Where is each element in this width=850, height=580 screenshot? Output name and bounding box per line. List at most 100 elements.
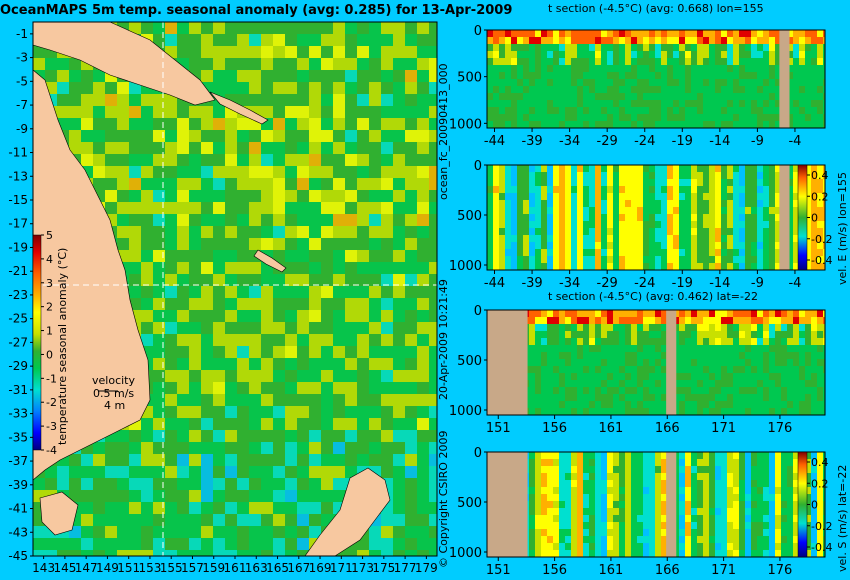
section-cell [655,543,661,550]
section-cell [619,79,625,86]
section-cell [625,228,631,235]
section-cell [673,107,679,114]
map-cell [165,418,177,430]
map-cell [165,34,177,46]
section-cell [721,459,727,466]
section-cell [523,79,529,86]
section-cell [625,515,631,522]
section-cell [613,387,619,394]
section-cell [541,165,547,172]
map-cell [273,190,285,202]
map-cell [273,346,285,358]
section-cell [607,408,613,415]
section-cell [697,380,703,387]
map-cell [189,358,201,370]
map-cell [153,286,165,298]
section-cell [775,529,781,536]
section-cell [697,179,703,186]
section-cell [757,373,763,380]
section-cell [547,235,553,242]
section-cell [721,501,727,508]
section-cell [625,214,631,221]
section-cell [709,487,715,494]
map-cell [393,466,405,478]
section-cell [763,317,769,324]
section-cell [559,452,565,459]
map-cell [369,430,381,442]
map-cell [201,466,213,478]
section-cell [691,100,697,107]
section-cell [487,193,493,200]
section-cell [613,338,619,345]
section-x-tick-label: -44 [484,276,505,291]
section-cell [739,114,745,121]
section-cell [505,242,511,249]
map-cell [153,166,165,178]
section-cell [649,501,655,508]
map-cell [153,34,165,46]
map-cell [177,538,189,550]
section-cell [655,79,661,86]
map-cell [381,334,393,346]
section-cell [541,221,547,228]
section-cell [757,186,763,193]
map-cell [189,106,201,118]
map-cell [357,166,369,178]
section-cell [817,401,823,408]
section-cell [721,30,727,37]
section-cell [499,93,505,100]
map-cell [249,262,261,274]
section-cell [535,373,541,380]
section-cell [595,401,601,408]
map-cell [333,250,345,262]
map-cell [93,502,105,514]
section-cell [547,522,553,529]
section-cell [727,331,733,338]
map-cell [213,46,225,58]
section-cell [769,408,775,415]
section-cell [589,221,595,228]
section-cell [529,37,535,44]
section-cell [499,228,505,235]
section-cell [631,529,637,536]
section-cell [697,480,703,487]
map-cell [273,142,285,154]
section-cell [595,51,601,58]
section-cell [511,65,517,72]
map-cell [249,238,261,250]
section-cell [607,494,613,501]
section-cell [631,200,637,207]
map-cell [405,94,417,106]
map-cell [201,130,213,142]
section-cell [715,256,721,263]
map-cell [429,454,437,466]
section-cell [559,459,565,466]
section-cell [757,452,763,459]
section-cell [565,172,571,179]
section-cell [589,65,595,72]
map-cell [213,454,225,466]
section-cell [529,331,535,338]
section-cell [541,366,547,373]
section-cell [529,487,535,494]
section-cell [643,338,649,345]
map-cell [189,310,201,322]
section-cell [541,352,547,359]
section-cell [649,200,655,207]
section-cell [817,65,823,72]
section-cell [625,331,631,338]
map-y-tick-label: -41 [8,502,28,516]
section-cell [583,228,589,235]
map-cell [297,406,309,418]
section-cell [673,65,679,72]
section-cell [787,317,793,324]
map-cell [249,214,261,226]
section-cell [637,30,643,37]
section-cell [661,459,667,466]
section-cell [541,529,547,536]
section-cell [619,317,625,324]
map-cell [285,34,297,46]
map-cell [381,154,393,166]
section-cell [607,65,613,72]
section-cell [595,324,601,331]
